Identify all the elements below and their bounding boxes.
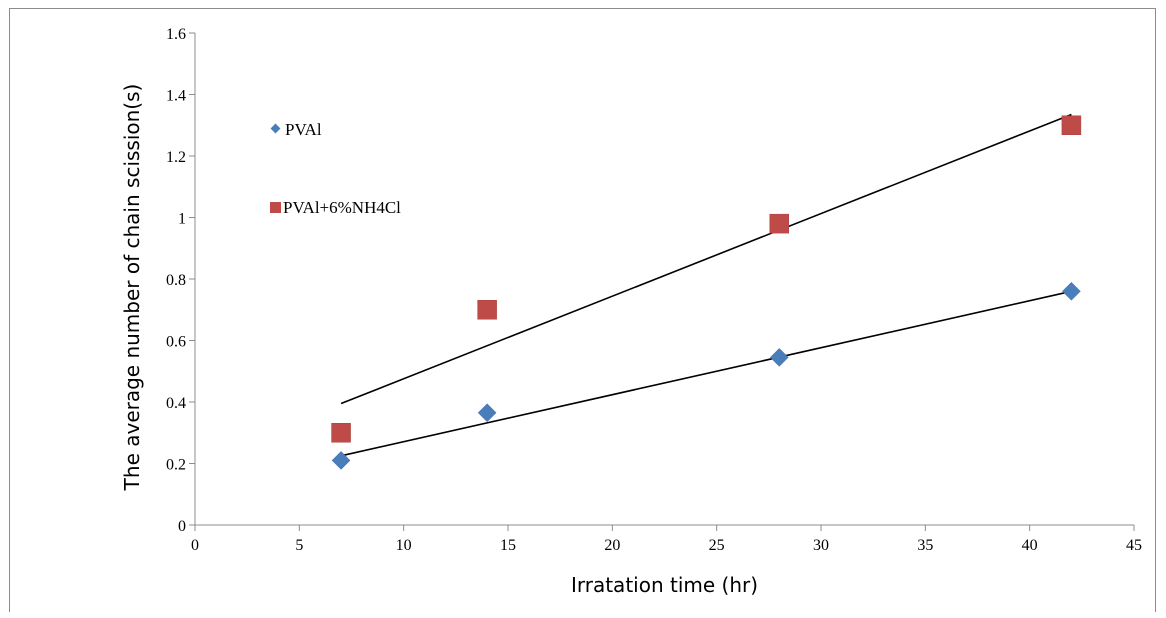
trendlines <box>340 113 1072 457</box>
legend-item-pval: PVAl <box>270 120 322 139</box>
x-tick-label: 30 <box>813 537 829 554</box>
data-point-pval-nh4cl <box>477 300 497 320</box>
data-point-pval <box>769 348 789 367</box>
y-tick-label: 1.2 <box>166 149 186 166</box>
y-ticks: 0 0.2 0.4 0.6 0.8 1 1.2 1.4 1.6 <box>166 26 195 535</box>
x-tick-label: 20 <box>604 537 620 554</box>
legend-label-pval-nh4cl: PVAl+6%NH4Cl <box>283 198 401 217</box>
x-tick-label: 25 <box>709 537 725 554</box>
x-tick-label: 0 <box>191 537 199 554</box>
y-tick-label: 0.4 <box>166 395 186 412</box>
legend-item-pval-nh4cl: PVAl+6%NH4Cl <box>270 198 401 217</box>
x-tick-label: 10 <box>396 537 412 554</box>
legend-marker-pval <box>270 123 281 134</box>
y-tick-label: 1.6 <box>166 26 186 43</box>
y-tick-label: 0.6 <box>166 334 186 351</box>
trendline-pval <box>340 290 1072 457</box>
x-tick-label: 15 <box>500 537 516 554</box>
data-point-pval-nh4cl <box>1061 115 1082 135</box>
x-tick-label: 35 <box>917 537 933 554</box>
y-tick-label: 0.2 <box>166 457 186 474</box>
axes <box>194 33 1134 526</box>
x-tick-label: 40 <box>1022 537 1038 554</box>
chart-area: 0 5 10 15 20 25 30 35 40 45 0 0.2 0.4 0.6 0.8 1 1.2 1.4 1… <box>9 8 1156 612</box>
x-tick-label: 45 <box>1126 537 1142 554</box>
legend: PVAl PVAl+6%NH4Cl <box>270 120 401 217</box>
data-points <box>331 115 1082 470</box>
data-point-pval <box>331 451 351 470</box>
y-tick-label: 1.4 <box>166 88 186 105</box>
scatter-chart: 0 5 10 15 20 25 30 35 40 45 0 0.2 0.4 0.6 0.8 1 1.2 1.4 1… <box>120 26 1142 597</box>
x-axis-title: Irratation time (hr) <box>571 573 758 597</box>
legend-marker-pval-nh4cl <box>270 202 281 213</box>
legend-label-pval: PVAl <box>285 120 322 139</box>
y-tick-label: 1 <box>178 211 186 228</box>
data-point-pval-nh4cl <box>769 213 790 234</box>
data-point-pval <box>1062 281 1081 301</box>
x-tick-label: 5 <box>295 537 303 554</box>
y-tick-label: 0 <box>178 518 186 535</box>
data-point-pval-nh4cl <box>331 423 351 443</box>
y-tick-label: 0.8 <box>166 272 186 289</box>
trendline-pval-nh4cl <box>340 113 1072 405</box>
y-axis-title: The average number of chain scission(s) <box>120 84 144 492</box>
data-point-pval <box>477 403 497 423</box>
x-ticks: 0 5 10 15 20 25 30 35 40 45 <box>191 525 1142 554</box>
